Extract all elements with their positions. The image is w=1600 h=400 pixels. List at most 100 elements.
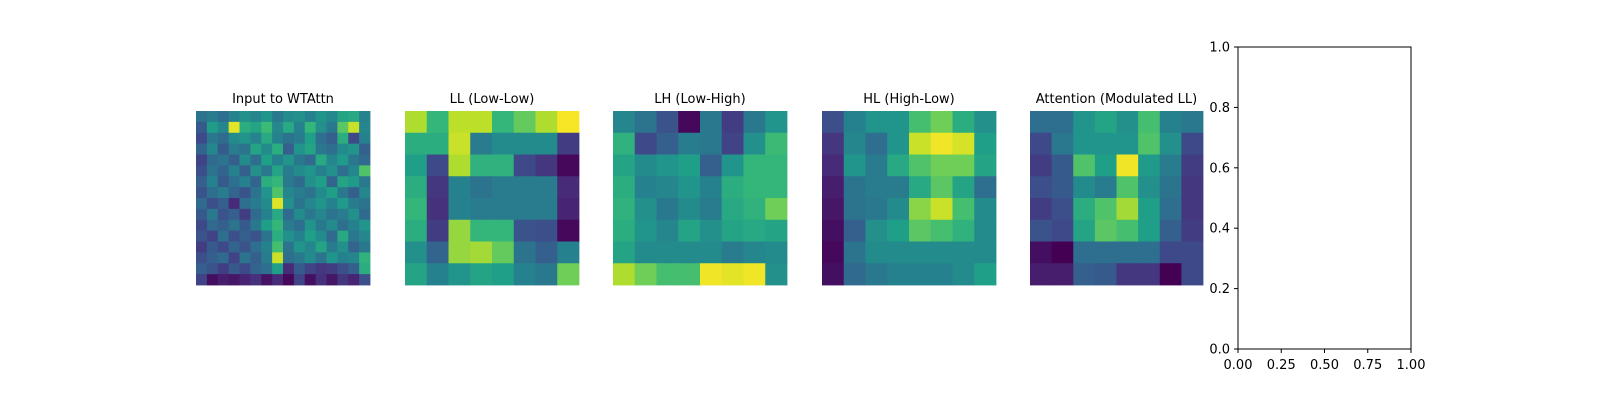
heatmap-cell (743, 176, 766, 199)
heatmap-cell (359, 176, 371, 188)
heatmap-cell (196, 187, 208, 199)
heatmap-cell (217, 252, 230, 264)
heatmap-cell (359, 154, 371, 166)
heatmap-cell (272, 252, 284, 264)
heatmap-cell (952, 111, 975, 134)
heatmap-cell (304, 176, 317, 188)
heatmap-cell (1159, 154, 1182, 177)
heatmap-cell (283, 230, 295, 242)
heatmap-cell (283, 198, 295, 210)
heatmap-cell (293, 154, 306, 166)
heatmap-cell (217, 198, 230, 210)
heatmap-cell (359, 132, 371, 145)
heatmap-cell (930, 132, 953, 155)
heatmap-cell (196, 111, 208, 123)
heatmap-cell (743, 154, 766, 177)
heatmap-cell (1094, 263, 1117, 286)
heatmap-cell (930, 176, 953, 199)
y-tick-label: 1.0 (1209, 41, 1230, 56)
heatmap-cell (1030, 263, 1053, 286)
heatmap-cell (315, 187, 327, 199)
heatmap-cell (974, 111, 997, 134)
heatmap-cell (974, 263, 997, 286)
heatmap-cell (1051, 176, 1074, 199)
heatmap-cell (822, 198, 845, 221)
heatmap-cell (326, 198, 338, 210)
heatmap-cell (535, 241, 558, 264)
heatmap-cell (634, 241, 657, 264)
heatmap-cell (952, 219, 975, 242)
heatmap-cell (196, 241, 208, 253)
heatmap-cell (843, 176, 866, 199)
heatmap-cell (405, 176, 428, 199)
heatmap-cell (678, 263, 701, 286)
heatmap-cell (974, 241, 997, 264)
heatmap-cell (196, 176, 208, 188)
heatmap-cell (887, 263, 910, 286)
heatmap-cell (337, 187, 349, 199)
heatmap-cell (293, 208, 306, 221)
heatmap-cell (535, 176, 558, 199)
heatmap-cell (359, 252, 371, 264)
heatmap-cell (448, 241, 471, 264)
heatmap-cell (535, 198, 558, 221)
heatmap-cell (217, 208, 230, 221)
heatmap-cell (930, 263, 953, 286)
heatmap-cell (196, 208, 208, 221)
heatmap-cell (272, 230, 284, 242)
heatmap-cell (250, 263, 262, 275)
heatmap-cell (887, 198, 910, 221)
y-tick-label: 0.0 (1209, 343, 1230, 358)
heatmap-cell (426, 176, 449, 199)
heatmap-cell (196, 230, 208, 242)
heatmap-cell (765, 111, 788, 134)
heatmap-cell (1116, 154, 1139, 177)
heatmap-cell (315, 241, 327, 253)
heatmap-cell (348, 187, 360, 199)
heatmap-cell (337, 219, 349, 232)
heatmap-cell (315, 252, 327, 264)
heatmap-cell (721, 111, 744, 134)
heatmap-cell (656, 198, 679, 221)
heatmap-cell (765, 263, 788, 286)
heatmap-cell (448, 219, 471, 242)
heatmap-cell (217, 219, 230, 232)
heatmap-cell (326, 230, 338, 242)
heatmap-cell (492, 132, 515, 155)
heatmap-cell (326, 111, 338, 123)
heatmap-cell (206, 132, 219, 145)
heatmap-cell (359, 230, 371, 242)
heatmap-panel-5: Attention (Modulated LL) (1030, 92, 1204, 286)
heatmap-cell (304, 165, 317, 177)
heatmap-cell (206, 208, 219, 221)
heatmap-cell (822, 132, 845, 155)
heatmap-cell (250, 230, 262, 242)
heatmap-cell (721, 198, 744, 221)
heatmap-cell (206, 274, 219, 286)
heatmap-cell (1116, 219, 1139, 242)
heatmap-cell (359, 198, 371, 210)
heatmap-cell (513, 219, 536, 242)
heatmap-cell (196, 263, 208, 275)
heatmap-cell (1051, 154, 1074, 177)
heatmap-cell (261, 111, 273, 123)
heatmap-cell (822, 219, 845, 242)
heatmap-cell (909, 132, 932, 155)
heatmap-cell (272, 263, 284, 275)
heatmap-cell (348, 154, 360, 166)
heatmap-cell (822, 241, 845, 264)
heatmap-cell (1159, 241, 1182, 264)
heatmap-cell (678, 241, 701, 264)
heatmap-cell (239, 176, 251, 188)
heatmap-cell (1138, 263, 1161, 286)
heatmap-cell (293, 111, 306, 123)
heatmap-cell (206, 198, 219, 210)
heatmap-cell (909, 241, 932, 264)
heatmap-cell (887, 241, 910, 264)
heatmap-cell (217, 187, 230, 199)
heatmap-cell (348, 132, 360, 145)
heatmap-cell (1181, 263, 1204, 286)
heatmap-cell (228, 143, 240, 155)
heatmap-cell (196, 121, 208, 134)
heatmap-cell (634, 176, 657, 199)
